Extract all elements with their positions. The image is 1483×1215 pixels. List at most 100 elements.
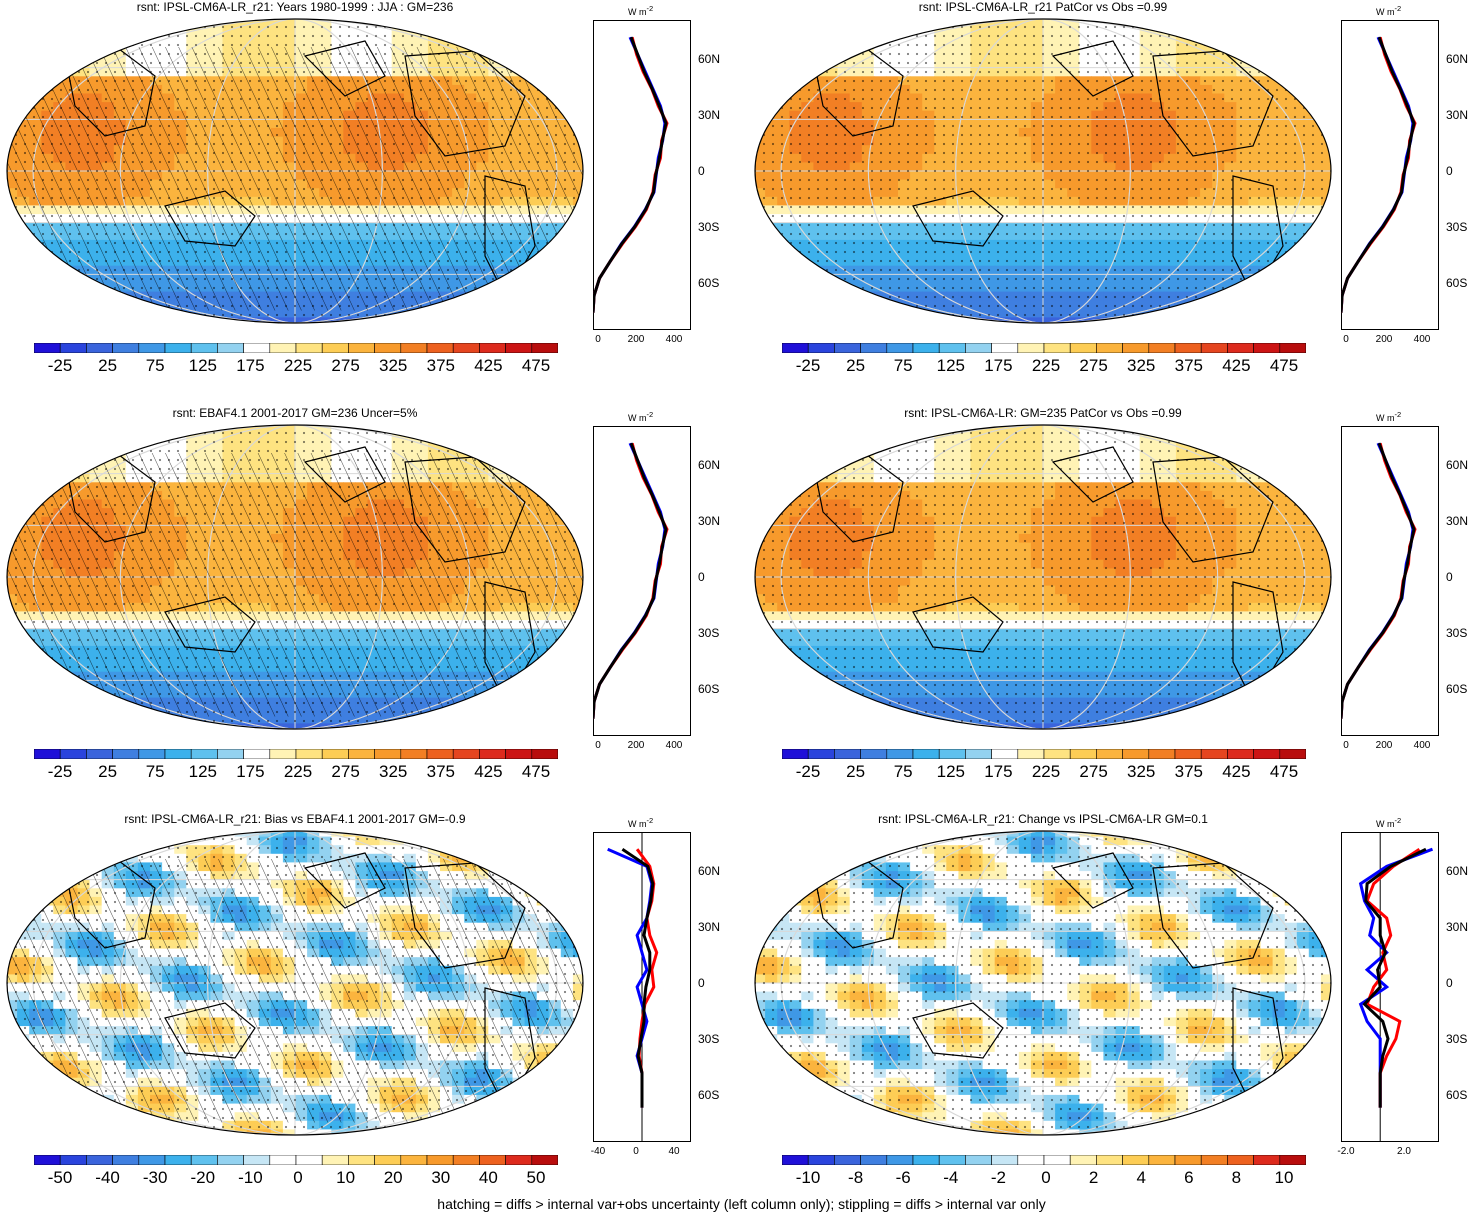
map-field [7,831,583,1135]
map-outline [754,830,1332,1136]
lat-tick-label: 60S [1446,276,1468,290]
profile-x-tick-label: 0 [633,1146,639,1157]
colorbar-swatch [1069,342,1097,354]
colorbar-swatch [1279,1154,1307,1166]
colorbar-swatch [834,748,861,760]
unit-label: W m-2 [1376,816,1402,829]
profile-x-tick-label: 400 [665,334,683,345]
panel-2: rsnt: IPSL-CM6A-LR_r21 PatCor vs Obs =0.… [748,0,1483,400]
colorbar-tick-label: 375 [426,356,455,375]
colorbar-swatch [1122,1154,1150,1166]
profile-x-tick-label: 200 [627,334,645,345]
lat-tick-label: 30N [698,514,721,528]
colorbar-tick-label: -20 [190,1168,216,1187]
colorbar-swatch [1253,748,1281,760]
colorbar-swatch [269,748,297,760]
lat-tick-label: 30S [698,626,720,640]
colorbar-swatch [295,748,323,760]
colorbar-swatch [1227,1154,1254,1166]
colorbar-tick-label: 325 [379,762,408,781]
lat-tick-label: 60N [1446,458,1469,472]
colorbar-tick-label: 325 [1127,762,1156,781]
colorbar-swatch [938,1154,966,1166]
colorbar-swatch [781,342,809,354]
colorbar-swatch [912,1154,940,1166]
colorbar-swatch [138,748,166,760]
colorbar-swatch [505,748,533,760]
colorbar-tick-label: 25 [846,762,866,781]
colorbar-tick-label: 225 [1031,762,1061,781]
colorbar-swatch [190,748,218,760]
colorbar-swatch [348,1154,375,1166]
colorbar-swatch [991,748,1019,760]
unit-label: W m-2 [628,4,654,17]
colorbar-swatch [321,748,349,760]
colorbar-swatch [295,1154,323,1166]
lat-tick-label: 0 [1446,976,1453,990]
map-field [755,19,1331,323]
colorbar-tick-label: -4 [943,1168,959,1187]
map-plot [6,18,584,324]
colorbar-swatch [1200,748,1228,760]
colorbar-swatch [164,1154,192,1166]
colorbar-swatch [531,748,559,760]
colorbar-swatch [912,748,940,760]
profile-x-tick-label: 400 [665,740,683,751]
profile-x-tick-label: 200 [1375,740,1393,751]
colorbar-tick-label: -25 [795,762,821,781]
lat-tick-label: 0 [698,570,705,584]
colorbar-tick-label: 475 [521,356,551,375]
colorbar-swatch [33,748,61,760]
colorbar-swatch [164,748,192,760]
map-outline [6,830,584,1136]
panel-3: rsnt: EBAF4.1 2001-2017 GM=236 Uncer=5% -… [0,406,740,806]
colorbar [781,340,1307,358]
colorbar-tick-label: 375 [1174,356,1203,375]
profile-line-2 [593,442,668,719]
profile-line-2 [1341,36,1416,313]
zonal-profile [1341,426,1439,736]
colorbar-swatch [505,1154,533,1166]
colorbar [33,340,559,358]
colorbar-tick-label: -25 [795,356,821,375]
colorbar-swatch [479,342,506,354]
colorbar-tick-label: 50 [526,1168,546,1187]
colorbar-swatch [860,342,888,354]
colorbar-tick-label: 375 [426,762,455,781]
colorbar-swatch [1227,342,1254,354]
colorbar-swatch [886,748,914,760]
profile-x-tick-label: 0 [1343,334,1349,345]
colorbar-swatch [400,342,428,354]
colorbar-swatch [217,748,244,760]
colorbar-tick-label: 275 [1079,762,1108,781]
profile-line-2 [621,847,655,1108]
map-field [755,831,1331,1135]
panel-title: rsnt: IPSL-CM6A-LR_r21: Years 1980-1999 … [136,0,454,14]
profile-x-tick-label: 0 [1343,740,1349,751]
colorbar-swatch [991,342,1019,354]
colorbar-swatch [807,748,835,760]
colorbar-swatch [1069,1154,1097,1166]
colorbar-swatch [1017,748,1045,760]
colorbar-tick-label: 125 [188,762,217,781]
panel-title: rsnt: IPSL-CM6A-LR_r21 PatCor vs Obs =0.… [918,0,1168,14]
colorbar-swatch [860,1154,888,1166]
lat-tick-label: 60S [698,1088,720,1102]
lat-tick-label: 60N [1446,52,1469,66]
colorbar-tick-label: 8 [1231,1168,1242,1187]
colorbar-swatch [1200,1154,1228,1166]
colorbar [781,1152,1307,1170]
colorbar-tick-label: 225 [1031,356,1061,375]
map-field [755,425,1331,729]
lat-tick-label: 30S [1446,220,1468,234]
lat-tick-label: 30N [1446,108,1469,122]
lat-tick-label: 60N [698,458,721,472]
colorbar-tick-label: 10 [336,1168,356,1187]
profile-x-tick-label: 40 [668,1146,680,1157]
colorbar-swatch [781,1154,809,1166]
colorbar-tick-label: -10 [238,1168,263,1187]
map-plot [754,830,1332,1136]
colorbar-swatch [1096,342,1123,354]
map-field [7,19,583,323]
colorbar-swatch [1279,748,1307,760]
